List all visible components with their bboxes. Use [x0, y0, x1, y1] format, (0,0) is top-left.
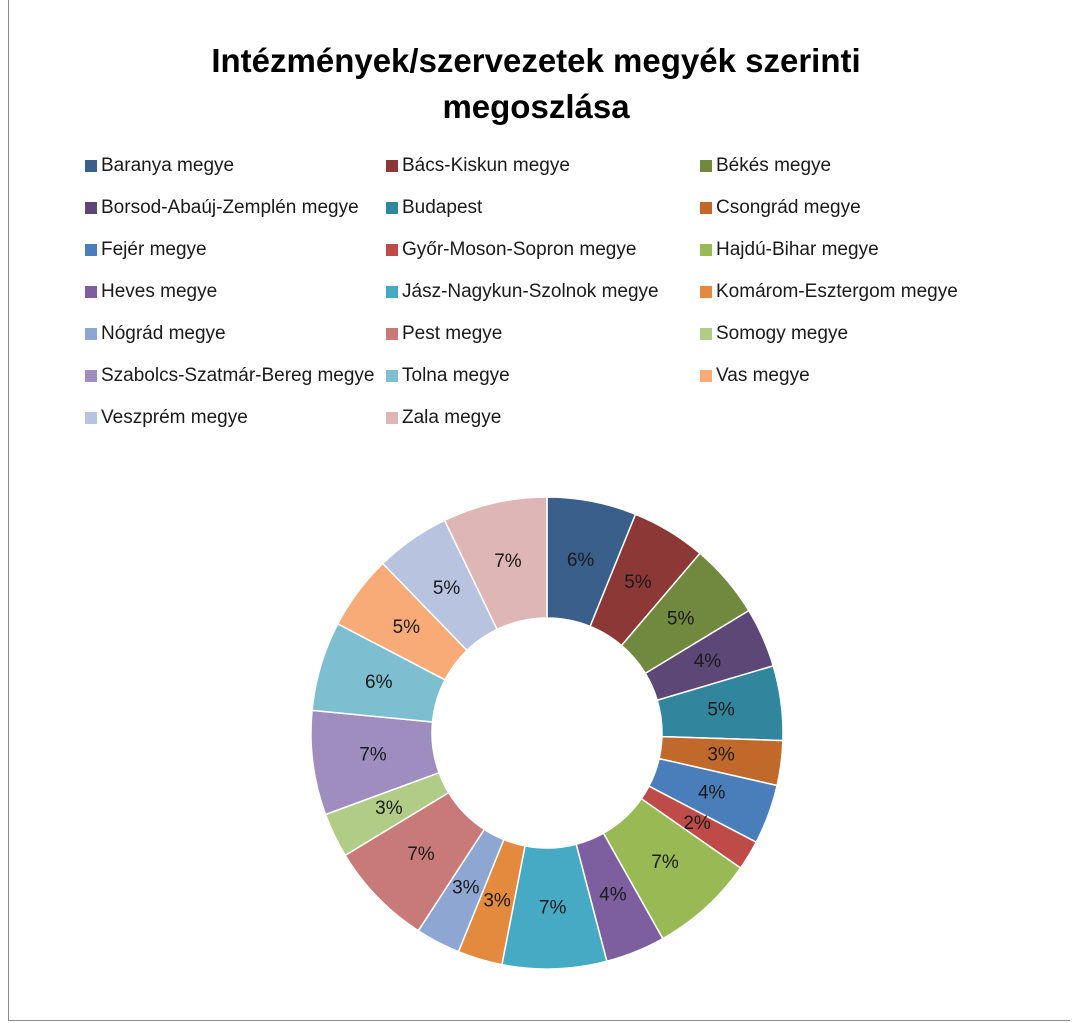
legend-label: Pest megye [402, 323, 502, 344]
data-label: 7% [539, 897, 567, 918]
data-label: 3% [452, 878, 480, 899]
legend-label: Komárom-Esztergom megye [716, 281, 958, 302]
legend-label: Somogy megye [716, 323, 848, 344]
legend-swatch [386, 244, 398, 256]
legend-swatch [386, 370, 398, 382]
legend-swatch [386, 202, 398, 214]
data-label: 5% [393, 617, 421, 638]
legend-label: Győr-Moson-Sopron megye [402, 239, 636, 260]
legend-label: Heves megye [101, 281, 217, 302]
data-label: 4% [694, 651, 722, 672]
legend-swatch [85, 244, 97, 256]
data-label: 5% [624, 572, 652, 593]
legend-label: Baranya megye [101, 155, 234, 176]
legend-label: Vas megye [716, 365, 810, 386]
legend-label: Nógrád megye [101, 323, 226, 344]
data-label: 5% [667, 608, 695, 629]
legend-swatch [386, 160, 398, 172]
legend-label: Veszprém megye [101, 407, 248, 428]
data-label: 5% [707, 700, 735, 721]
data-label: 5% [433, 578, 461, 599]
legend-swatch [700, 286, 712, 298]
legend-swatch [700, 160, 712, 172]
legend-label: Szabolcs-Szatmár-Bereg megye [101, 365, 375, 386]
legend-label: Fejér megye [101, 239, 207, 260]
legend-swatch [85, 412, 97, 424]
data-label: 7% [407, 844, 435, 865]
data-label: 6% [567, 550, 595, 571]
legend-swatch [85, 202, 97, 214]
chart-frame [8, 0, 1070, 1021]
legend-label: Zala megye [402, 407, 501, 428]
legend-swatch [85, 370, 97, 382]
legend-swatch [700, 328, 712, 340]
doughnut-slice [443, 496, 548, 631]
data-label: 2% [683, 813, 711, 834]
legend-swatch [85, 286, 97, 298]
legend-label: Tolna megye [402, 365, 510, 386]
legend-label: Jász-Nagykun-Szolnok megye [402, 281, 659, 302]
legend-swatch [85, 328, 97, 340]
legend-label: Hajdú-Bihar megye [716, 239, 879, 260]
data-label: 3% [375, 798, 403, 819]
legend-swatch [386, 412, 398, 424]
legend-swatch [386, 286, 398, 298]
data-label: 7% [651, 852, 679, 873]
legend-swatch [386, 328, 398, 340]
legend-label: Bács-Kiskun megye [402, 155, 570, 176]
chart-title: Intézmények/szervezetek megyék szerinti … [211, 42, 861, 125]
data-label: 6% [365, 672, 393, 693]
legend-label: Borsod-Abaúj-Zemplén megye [101, 197, 359, 218]
data-label: 4% [599, 885, 627, 906]
legend-swatch [85, 160, 97, 172]
legend-swatch [700, 202, 712, 214]
data-label: 3% [483, 890, 511, 911]
data-label: 7% [494, 551, 522, 572]
legend-swatch [700, 244, 712, 256]
legend-label: Budapest [402, 197, 483, 218]
data-label: 7% [359, 744, 387, 765]
legend-swatch [700, 370, 712, 382]
legend-label: Csongrád megye [716, 197, 861, 218]
data-label: 4% [698, 783, 726, 804]
legend-label: Békés megye [716, 155, 831, 176]
data-label: 3% [707, 744, 735, 765]
